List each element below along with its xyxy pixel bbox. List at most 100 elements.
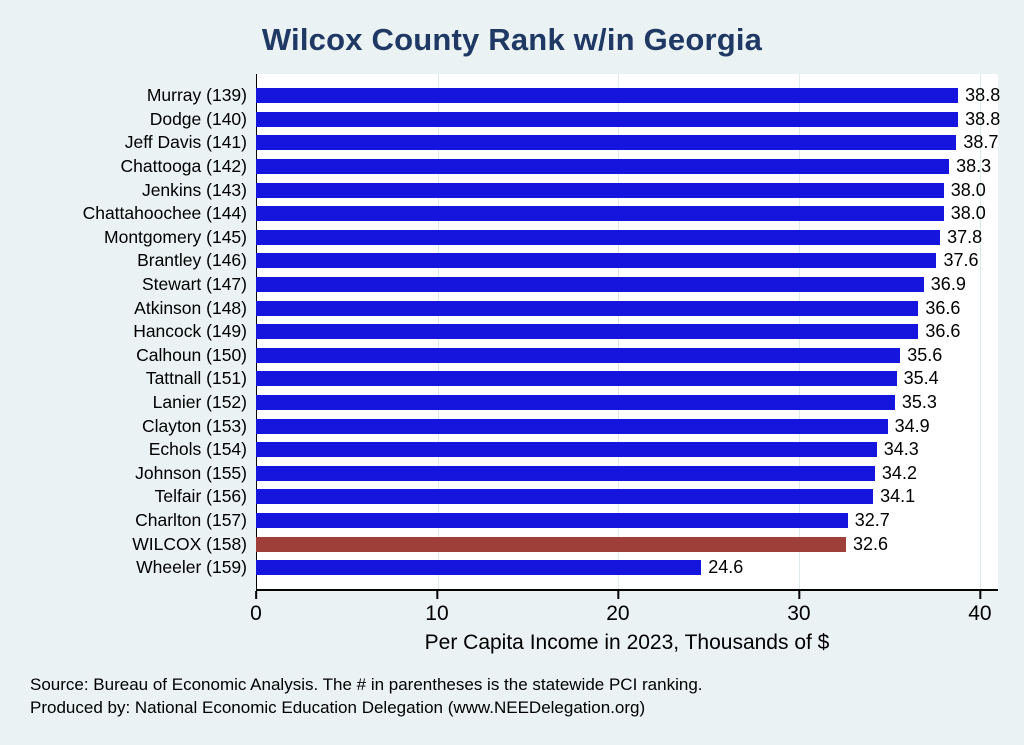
category-label: Montgomery (145)	[104, 226, 247, 247]
value-label: 36.6	[925, 321, 961, 342]
bar-track: 36.9	[256, 273, 998, 297]
value-label: 38.7	[963, 132, 999, 153]
bar-track: 35.6	[256, 344, 998, 368]
x-tick: 40	[968, 591, 992, 626]
bar	[256, 347, 901, 363]
bar	[256, 371, 897, 387]
bar-track: 36.6	[256, 296, 998, 320]
bar-row: Chattahoochee (144) 38.0	[16, 202, 1004, 226]
tick-mark	[255, 591, 257, 600]
bar-row: Tattnall (151) 35.4	[16, 367, 1004, 391]
category-label: Chattahoochee (144)	[82, 203, 247, 224]
category-label: Murray (139)	[146, 85, 247, 106]
value-label: 34.1	[880, 486, 916, 507]
bar-row: Lanier (152) 35.3	[16, 391, 1004, 415]
x-tick: 20	[606, 591, 630, 626]
value-label: 36.9	[930, 274, 966, 295]
bar-row: Jenkins (143) 38.0	[16, 178, 1004, 202]
category-label: Hancock (149)	[133, 321, 247, 342]
value-label: 34.3	[883, 439, 919, 460]
bar	[256, 512, 848, 528]
tick-mark	[797, 591, 800, 600]
bar-track: 37.8	[256, 226, 998, 250]
value-label: 38.8	[965, 108, 1001, 129]
value-label: 32.7	[854, 509, 890, 530]
bar-track: 34.9	[256, 414, 998, 438]
category-label: Tattnall (151)	[145, 368, 247, 389]
bar-row: Brantley (146) 37.6	[16, 249, 1004, 273]
bar-track: 32.7	[256, 509, 998, 533]
bar-track: 34.1	[256, 485, 998, 509]
x-tick: 10	[425, 591, 449, 626]
producer-line: Produced by: National Economic Education…	[30, 698, 646, 718]
value-label: 37.6	[943, 250, 979, 271]
bar-track: 36.6	[256, 320, 998, 344]
bar	[256, 159, 950, 175]
bar-row: Atkinson (148) 36.6	[16, 296, 1004, 320]
bar	[256, 277, 924, 293]
bar-track: 32.6	[256, 532, 998, 556]
value-label: 35.6	[907, 344, 943, 365]
chart-title: Wilcox County Rank w/in Georgia	[261, 22, 763, 57]
x-tick-label: 0	[250, 602, 262, 626]
category-label: Dodge (140)	[149, 108, 247, 129]
source-note: Source: Bureau of Economic Analysis. The…	[30, 673, 1024, 719]
bar-row: Charlton (157) 32.7	[16, 509, 1004, 533]
value-label: 38.8	[965, 85, 1001, 106]
highlighted-bar	[256, 536, 846, 552]
bar	[256, 300, 919, 316]
value-label: 32.6	[852, 533, 889, 554]
bar-track: 38.0	[256, 178, 998, 202]
bar	[256, 465, 875, 481]
bar-track: 38.8	[256, 84, 1001, 108]
category-label: Clayton (153)	[141, 415, 247, 436]
bar-track: 38.3	[256, 155, 998, 179]
x-tick-label: 30	[787, 602, 811, 626]
x-axis: 0 10 20 30 40	[250, 589, 998, 631]
tick-mark	[616, 591, 619, 600]
value-label: 24.6	[708, 557, 744, 578]
bar	[256, 560, 702, 576]
category-label: Calhoun (150)	[136, 344, 247, 365]
bar	[256, 489, 874, 505]
source-line: Source: Bureau of Economic Analysis. The…	[30, 675, 703, 695]
bar	[256, 395, 895, 411]
bar	[256, 206, 944, 222]
bar-row: Calhoun (150) 35.6	[16, 344, 1004, 368]
x-tick: 30	[787, 591, 811, 626]
category-label: Johnson (155)	[135, 462, 247, 483]
value-label: 38.0	[950, 203, 986, 224]
bar-track: 35.3	[256, 391, 998, 415]
category-label: Telfair (156)	[154, 486, 247, 507]
bar-track: 38.7	[256, 131, 998, 155]
bar-row: Clayton (153) 34.9	[16, 414, 1004, 438]
bar	[256, 324, 919, 340]
category-label: WILCOX (158)	[132, 533, 247, 554]
bar-row: WILCOX (158) 32.6	[16, 532, 1004, 556]
bar-track: 37.6	[256, 249, 998, 273]
bar-row: Dodge (140) 38.8	[16, 108, 1004, 132]
bar-track: 35.4	[256, 367, 998, 391]
x-tick: 0	[250, 591, 262, 626]
category-label: Echols (154)	[148, 439, 247, 460]
value-label: 38.0	[950, 179, 986, 200]
value-label: 38.3	[956, 156, 992, 177]
bar-track: 38.0	[256, 202, 998, 226]
category-label: Wheeler (159)	[136, 557, 247, 578]
bar-row: Telfair (156) 34.1	[16, 485, 1004, 509]
category-label: Jeff Davis (141)	[124, 132, 247, 153]
value-label: 36.6	[925, 297, 961, 318]
bar-row: Echols (154) 34.3	[16, 438, 1004, 462]
x-tick-label: 10	[425, 602, 449, 626]
category-label: Chattooga (142)	[120, 156, 247, 177]
bar-row: Jeff Davis (141) 38.7	[16, 131, 1004, 155]
x-tick-label: 20	[606, 602, 630, 626]
gridline	[979, 74, 981, 590]
bar	[256, 229, 941, 245]
category-label: Atkinson (148)	[134, 297, 247, 318]
category-label: Charlton (157)	[135, 509, 247, 530]
tick-mark	[435, 591, 438, 600]
bar	[256, 442, 877, 458]
bar-row: Johnson (155) 34.2	[16, 462, 1004, 486]
